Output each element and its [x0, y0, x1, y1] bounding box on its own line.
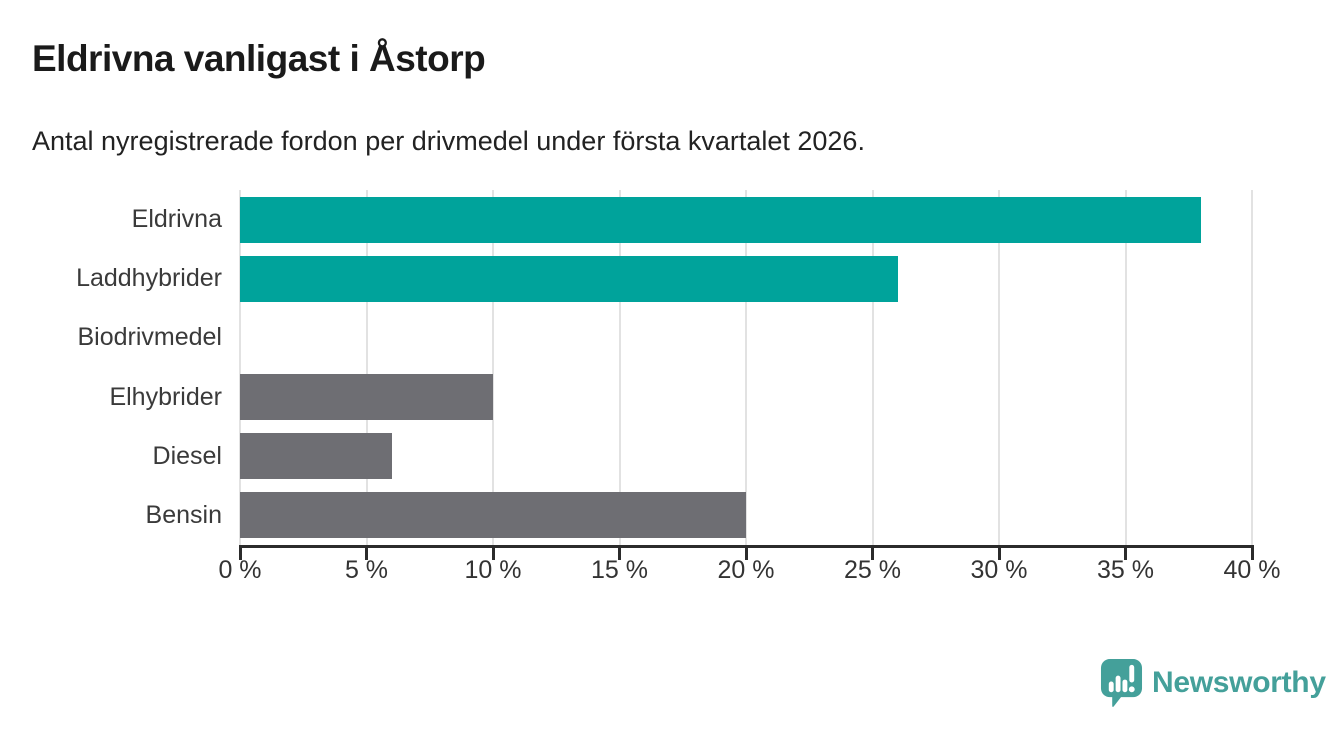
newsworthy-logo: Newsworthy — [1100, 658, 1326, 707]
category-label-eldrivna: Eldrivna — [131, 205, 222, 234]
x-axis-tick-label-25: 25 % — [844, 556, 901, 584]
category-label-bensin: Bensin — [145, 500, 222, 529]
newsworthy-logo-icon — [1100, 659, 1143, 707]
x-axis-tick-label-10: 10 % — [464, 556, 522, 584]
x-axis-tick-5 — [365, 548, 368, 560]
x-axis-tick-label-5: 5 % — [344, 556, 389, 584]
category-label-biodrivmedel: Biodrivmedel — [77, 323, 222, 352]
gridline-5 — [365, 190, 368, 545]
gridline-0 — [239, 190, 241, 545]
chart-subtitle: Antal nyregistrerade fordon per drivmede… — [32, 126, 865, 156]
bar-diesel — [240, 433, 392, 480]
x-axis-line — [238, 545, 1254, 548]
x-axis-tick-label-35: 35 % — [1097, 556, 1154, 584]
category-labels: Eldrivna Laddhybrider Biodrivmedel Elhybrid… — [0, 190, 222, 545]
gridline-25 — [871, 190, 874, 545]
category-label-laddhybrider: Laddhybrider — [76, 264, 222, 293]
category-label-elhybrider: Elhybrider — [109, 382, 222, 411]
gridline-30 — [998, 190, 1000, 545]
gridline-35 — [1124, 190, 1127, 545]
x-axis-tick-label-40: 40 % — [1223, 556, 1281, 584]
bar-bensin — [240, 492, 746, 539]
x-axis-tick-label-15: 15 % — [591, 556, 648, 584]
gridline-20 — [745, 190, 747, 545]
bar-elhybrider — [240, 374, 493, 421]
bar-eldrivna — [240, 196, 1202, 243]
x-axis-tick-40 — [1250, 548, 1254, 560]
gridline-10 — [492, 190, 494, 545]
x-axis-tick-10 — [491, 548, 495, 560]
plot-area — [239, 190, 1253, 545]
chart-title: Eldrivna vanligast i Åstorp — [32, 38, 486, 79]
x-axis-tick-15 — [618, 548, 621, 560]
x-axis-tick-label-0: 0 % — [218, 556, 262, 584]
x-axis-tick-25 — [871, 548, 874, 560]
x-axis-tick-label-20: 20 % — [717, 556, 775, 584]
newsworthy-logo-text: Newsworthy — [1152, 665, 1326, 699]
x-axis-tick-0 — [238, 548, 242, 560]
gridline-15 — [618, 190, 621, 545]
gridline-40 — [1251, 190, 1253, 545]
x-axis-tick-20 — [744, 548, 748, 560]
x-axis-tick-30 — [997, 548, 1001, 560]
bar-laddhybrider — [240, 255, 898, 302]
x-axis-tick-35 — [1124, 548, 1127, 560]
x-axis-tick-label-30: 30 % — [970, 556, 1028, 584]
category-label-diesel: Diesel — [152, 441, 222, 470]
